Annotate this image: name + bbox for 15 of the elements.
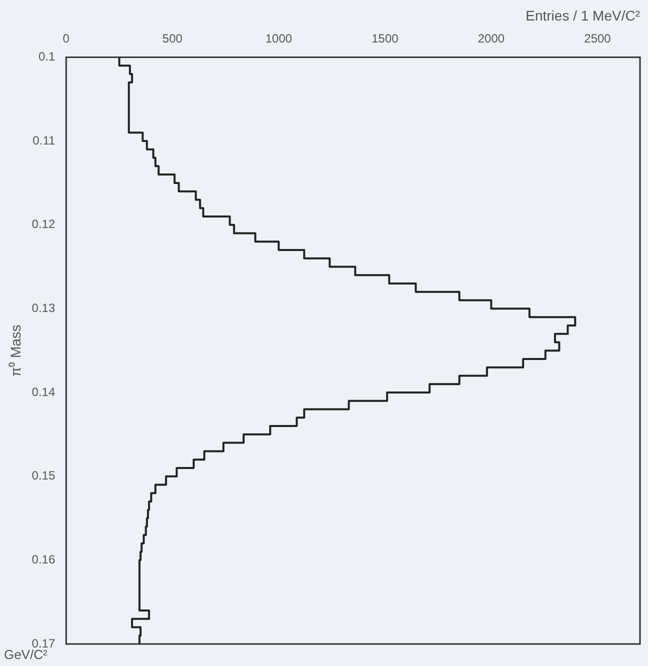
x-tick-label: 2500 <box>584 31 612 46</box>
x-tick-label: 500 <box>162 31 183 46</box>
y-axis-title: π⁰ Mass <box>7 324 24 377</box>
x-tick-label: 1000 <box>265 31 292 46</box>
y-tick-label: 0.11 <box>32 133 56 148</box>
y-tick-label: 0.12 <box>32 217 56 232</box>
y-tick-label: 0.15 <box>32 468 56 483</box>
x-tick-label: 1500 <box>372 31 399 46</box>
x-axis-title: Entries / 1 MeV/C² <box>526 7 640 24</box>
x-tick-label: 0 <box>62 31 70 46</box>
x-tick-label: 2000 <box>478 31 505 46</box>
y-tick-label: 0.14 <box>32 384 56 399</box>
y-tick-label: 0.13 <box>32 301 56 315</box>
y-tick-label: 0.1 <box>38 50 56 64</box>
y-tick-label: 0.16 <box>32 552 56 566</box>
